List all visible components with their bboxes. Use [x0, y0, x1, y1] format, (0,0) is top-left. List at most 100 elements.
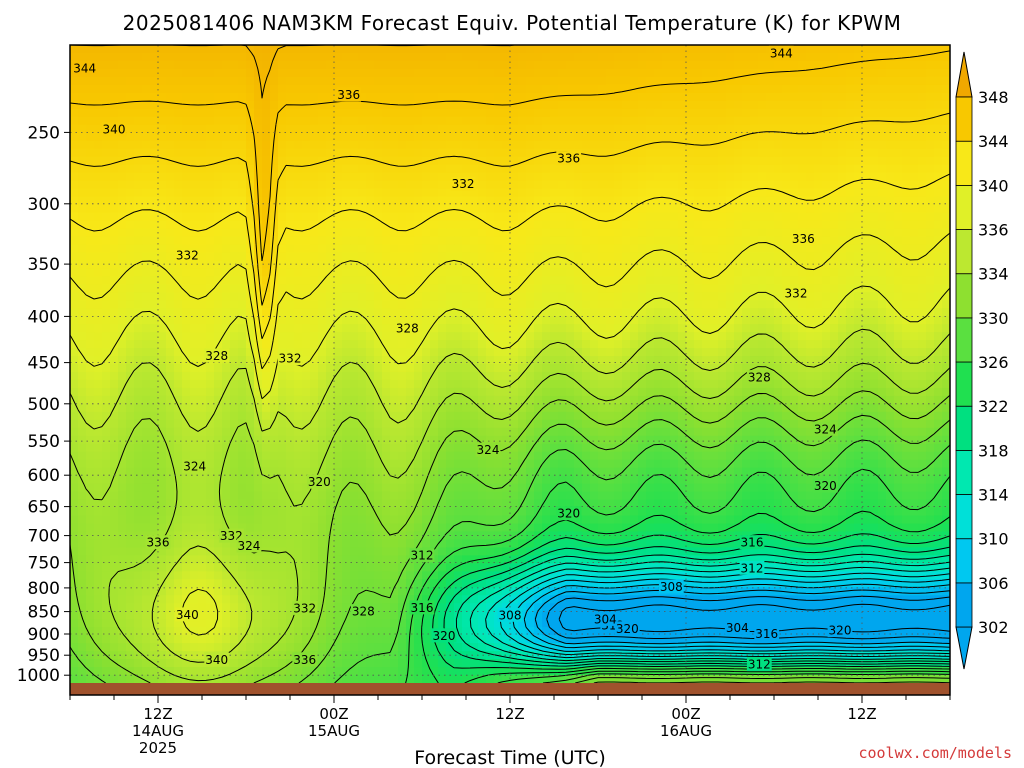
field-cell	[742, 52, 751, 62]
field-cell	[102, 204, 111, 214]
field-cell	[702, 60, 711, 70]
field-cell	[782, 340, 791, 349]
field-cell	[286, 260, 295, 269]
field-cell	[302, 324, 311, 333]
field-cell	[934, 45, 943, 54]
field-cell	[222, 292, 231, 301]
field-cell	[726, 212, 735, 222]
field-cell	[726, 300, 735, 309]
field-cell	[622, 148, 631, 158]
field-cell	[478, 316, 487, 325]
field-cell	[398, 180, 407, 190]
field-cell	[790, 348, 799, 357]
field-cell	[86, 387, 95, 397]
field-cell	[870, 340, 879, 349]
field-cell	[246, 156, 255, 166]
field-cell	[646, 395, 655, 405]
field-cell	[814, 356, 823, 365]
field-cell	[110, 356, 119, 365]
field-cell	[718, 108, 727, 118]
field-cell	[878, 172, 887, 182]
field-cell	[862, 212, 871, 222]
field-cell	[454, 108, 463, 118]
field-cell	[222, 132, 231, 142]
field-cell	[574, 45, 583, 54]
field-cell	[438, 252, 447, 261]
field-cell	[598, 172, 607, 182]
field-cell	[142, 60, 151, 70]
field-cell	[430, 387, 439, 397]
field-cell	[790, 164, 799, 174]
field-cell	[254, 292, 263, 301]
field-cell	[862, 364, 871, 373]
field-cell	[878, 284, 887, 293]
field-cell	[934, 84, 943, 94]
field-cell	[334, 140, 343, 150]
field-cell	[718, 387, 727, 397]
field-cell	[438, 371, 447, 381]
field-cell	[774, 364, 783, 373]
field-cell	[118, 324, 127, 333]
field-cell	[686, 172, 695, 182]
field-cell	[766, 284, 775, 293]
field-cell	[70, 364, 79, 373]
field-cell	[926, 45, 935, 54]
field-cell	[358, 84, 367, 94]
field-cell	[190, 236, 199, 245]
field-cell	[742, 108, 751, 118]
field-cell	[662, 332, 671, 341]
field-cell	[86, 348, 95, 357]
field-cell	[278, 204, 287, 214]
field-cell	[790, 332, 799, 341]
field-cell	[214, 276, 223, 285]
field-cell	[918, 268, 927, 277]
field-cell	[454, 308, 463, 317]
field-cell	[182, 45, 191, 54]
field-cell	[646, 108, 655, 118]
field-cell	[246, 196, 255, 206]
field-cell	[70, 156, 79, 166]
field-cell	[278, 395, 287, 405]
field-cell	[206, 292, 215, 301]
field-cell	[462, 164, 471, 174]
field-cell	[646, 379, 655, 389]
field-cell	[270, 108, 279, 118]
field-cell	[142, 292, 151, 301]
field-cell	[494, 108, 503, 118]
field-cell	[550, 244, 559, 253]
field-cell	[638, 260, 647, 269]
field-cell	[214, 252, 223, 261]
field-cell	[766, 60, 775, 70]
field-cell	[622, 116, 631, 126]
field-cell	[774, 316, 783, 325]
field-cell	[782, 236, 791, 245]
field-cell	[782, 268, 791, 277]
field-cell	[614, 45, 623, 54]
field-cell	[182, 356, 191, 365]
field-cell	[670, 395, 679, 405]
field-cell	[662, 124, 671, 134]
field-cell	[862, 284, 871, 293]
field-cell	[862, 60, 871, 70]
field-cell	[934, 212, 943, 222]
field-cell	[742, 348, 751, 357]
field-cell	[454, 332, 463, 341]
field-cell	[526, 196, 535, 206]
field-cell	[686, 300, 695, 309]
field-cell	[542, 92, 551, 102]
field-cell	[462, 92, 471, 102]
field-cell	[86, 196, 95, 206]
field-cell	[294, 188, 303, 198]
field-cell	[670, 140, 679, 150]
field-cell	[438, 132, 447, 142]
field-cell	[134, 268, 143, 277]
field-cell	[934, 340, 943, 349]
field-cell	[342, 332, 351, 341]
field-cell	[766, 156, 775, 166]
field-cell	[390, 60, 399, 70]
field-cell	[126, 204, 135, 214]
field-cell	[526, 124, 535, 134]
field-cell	[646, 236, 655, 245]
field-cell	[414, 403, 423, 413]
field-cell	[662, 364, 671, 373]
